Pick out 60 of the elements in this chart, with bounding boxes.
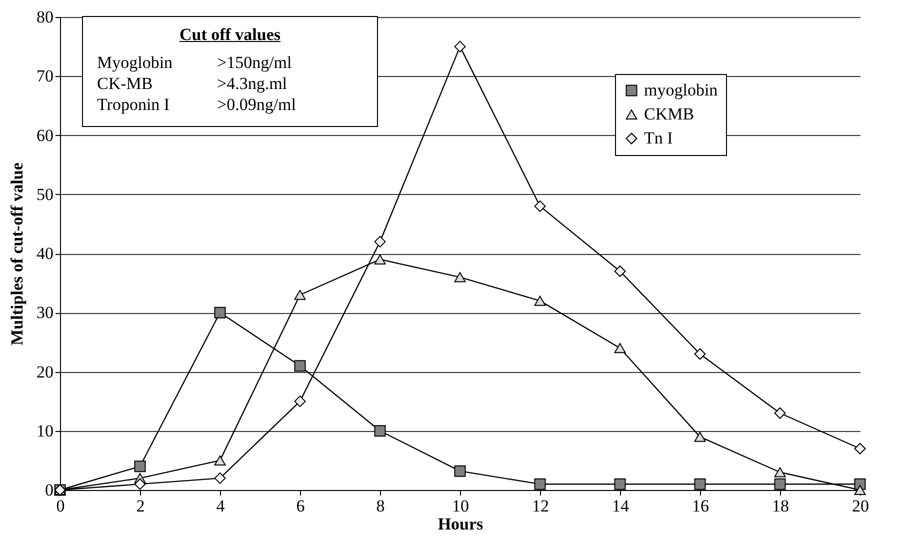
y-tick-label: 50 <box>36 184 54 204</box>
point <box>134 460 146 472</box>
x-tick-label: 2 <box>136 496 145 516</box>
x-tick-label: 6 <box>296 496 305 516</box>
x-tick-label: 8 <box>376 496 385 516</box>
point <box>694 348 706 360</box>
y-tick-label: 30 <box>36 303 54 322</box>
annotation: >150ng/ml <box>217 53 293 74</box>
point <box>614 478 626 490</box>
point <box>774 467 786 478</box>
x-tick-label: 4 <box>216 496 226 516</box>
point <box>534 296 546 306</box>
point <box>214 472 226 484</box>
x-tick-label: 0 <box>56 496 65 516</box>
y-axis-title: Multiples of cut-off value <box>8 162 26 346</box>
point <box>774 407 786 419</box>
point <box>614 343 626 354</box>
point <box>774 478 786 490</box>
point <box>374 254 386 264</box>
x-axis-title: Hours <box>438 514 484 534</box>
x-tick-label: 20 <box>852 496 869 516</box>
point <box>374 425 386 437</box>
point <box>294 396 306 408</box>
point <box>454 272 466 282</box>
point <box>374 236 386 248</box>
point <box>454 40 466 52</box>
point <box>854 442 866 454</box>
legend-label: myoglobin <box>644 80 718 100</box>
annotation: >0.09ng/ml <box>217 95 296 116</box>
point <box>854 484 866 496</box>
y-tick-label: 10 <box>36 421 54 440</box>
x-tick-label: 18 <box>772 496 789 516</box>
y-tick-label: 70 <box>36 66 54 86</box>
x-tick-label: 16 <box>692 496 709 516</box>
x-tick-label: 14 <box>612 496 630 516</box>
point <box>694 478 706 490</box>
point <box>694 432 706 442</box>
y-tick-label: 60 <box>36 126 54 145</box>
y-tick-label: 0 <box>45 480 54 500</box>
x-tick-label: 12 <box>532 496 549 516</box>
point <box>454 465 466 477</box>
y-tick-label: 40 <box>36 244 54 263</box>
point <box>214 455 226 466</box>
point <box>134 478 146 490</box>
legend-label: CKMB <box>644 104 694 124</box>
annotation: Troponin I <box>97 95 171 116</box>
x-tick-label: 10 <box>452 496 469 516</box>
point <box>294 360 306 372</box>
annotation: >4.3ng.ml <box>217 74 288 95</box>
point <box>534 478 546 490</box>
point <box>294 290 306 300</box>
y-tick-label: 80 <box>36 8 54 26</box>
point <box>534 200 546 212</box>
legend-label: Tn I <box>644 128 674 148</box>
annotation: CK-MB <box>97 74 154 95</box>
y-tick-label: 20 <box>36 362 54 382</box>
point <box>214 306 226 318</box>
annotation: Myoglobin <box>97 53 174 74</box>
annotation: Cut off values <box>178 25 282 45</box>
point <box>614 265 626 277</box>
